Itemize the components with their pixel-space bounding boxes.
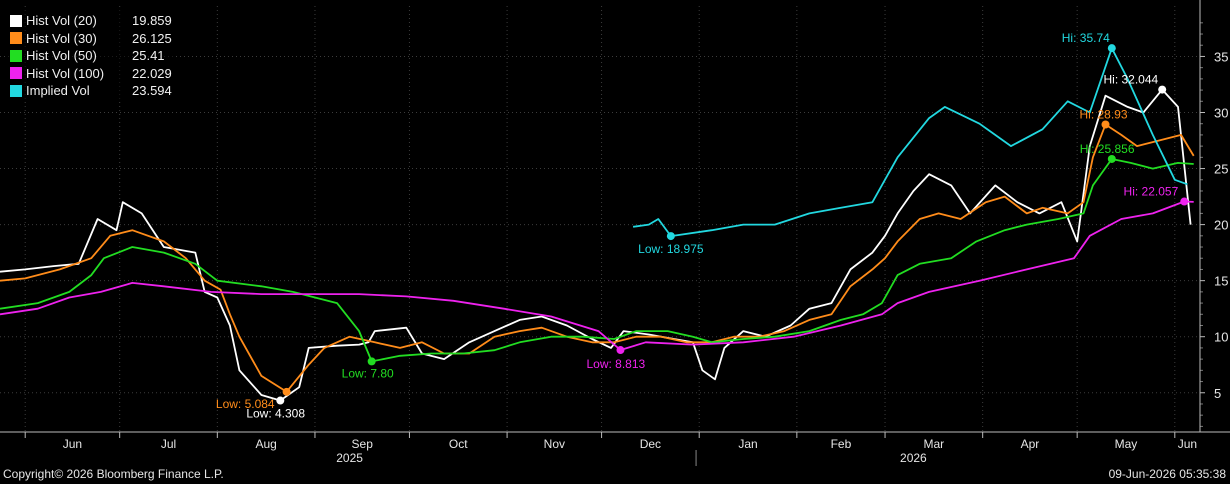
y-tick-label: 10 bbox=[1214, 330, 1228, 345]
x-tick-label: Feb bbox=[831, 437, 852, 451]
annotation-dot bbox=[1158, 85, 1167, 94]
x-tick-label: Oct bbox=[449, 437, 468, 451]
y-tick-label: 35 bbox=[1214, 49, 1228, 64]
legend-value: 22.029 bbox=[132, 65, 172, 81]
series-line-1 bbox=[0, 123, 1195, 393]
legend-item: Hist Vol (30) 26.125 bbox=[10, 30, 172, 48]
annotation-dot bbox=[282, 387, 291, 396]
annotation-dot bbox=[616, 346, 625, 355]
annotation-label: Low: 7.80 bbox=[342, 366, 394, 380]
annotation-label: Low: 5.084 bbox=[216, 397, 275, 411]
annotation-label: Low: 18.975 bbox=[638, 242, 704, 256]
annotation-dot bbox=[666, 232, 675, 241]
series-line-4 bbox=[632, 47, 1188, 237]
legend-value: 26.125 bbox=[132, 30, 172, 46]
y-tick-label: 20 bbox=[1214, 218, 1228, 233]
annotation-markers: Hi: 35.74 Hi: 32.044 Hi: 28.93 Hi: 25.856 Hi… bbox=[216, 31, 1189, 421]
annotation-label: Low: 8.813 bbox=[586, 357, 645, 371]
legend-label: Hist Vol (50) bbox=[26, 48, 97, 63]
copyright-text: Copyright© 2026 Bloomberg Finance L.P. bbox=[3, 467, 224, 481]
y-tick-label: 30 bbox=[1214, 106, 1228, 121]
y-tick-label: 15 bbox=[1214, 274, 1228, 289]
x-tick-label: Mar bbox=[924, 437, 945, 451]
legend-swatch bbox=[10, 84, 22, 97]
x-tick-label: Apr bbox=[1021, 437, 1040, 451]
annotation-label: Hi: 22.057 bbox=[1124, 185, 1179, 199]
legend-value: 23.594 bbox=[132, 83, 172, 98]
x-tick-label: Jan bbox=[738, 437, 757, 451]
legend: Hist Vol (20) 19.859 Hist Vol (30) 26.12… bbox=[8, 10, 176, 102]
x-tick-label: Sep bbox=[352, 437, 374, 451]
legend-label: Implied Vol bbox=[26, 83, 90, 98]
legend-item: Hist Vol (50) 25.41 bbox=[10, 47, 172, 65]
legend-value: 25.41 bbox=[132, 48, 165, 63]
legend-item: Hist Vol (100) 22.029 bbox=[10, 65, 172, 83]
annotation-dot bbox=[276, 396, 285, 405]
timestamp-text: 09-Jun-2026 05:35:38 bbox=[1108, 467, 1226, 481]
legend-label: Hist Vol (100) bbox=[26, 65, 105, 81]
series-line-0 bbox=[0, 88, 1192, 402]
x-tick-label: Aug bbox=[255, 437, 276, 451]
y-tick-label: 5 bbox=[1214, 386, 1221, 401]
annotation-dot bbox=[1107, 44, 1116, 53]
annotation-label: Hi: 25.856 bbox=[1080, 142, 1135, 156]
series-lines bbox=[0, 47, 1195, 402]
annotation-dot bbox=[1180, 197, 1189, 206]
x-tick-label: Jun bbox=[1178, 437, 1197, 451]
x-tick-label: Jul bbox=[161, 437, 176, 451]
annotation-dot bbox=[1107, 154, 1116, 163]
legend-item: Implied Vol 23.594 bbox=[10, 82, 172, 100]
annotation-dot bbox=[367, 357, 376, 366]
annotation-label: Low: 4.308 bbox=[246, 407, 305, 421]
annotation-label: Hi: 32.044 bbox=[1104, 73, 1159, 87]
y-tick-label: 25 bbox=[1214, 162, 1228, 177]
x-tick-label: May bbox=[1115, 437, 1138, 451]
legend-swatch bbox=[10, 49, 22, 62]
legend-label: Hist Vol (30) bbox=[26, 30, 97, 46]
legend-swatch bbox=[10, 67, 22, 80]
annotation-label: Hi: 28.93 bbox=[1080, 107, 1128, 121]
x-tick-label: Dec bbox=[640, 437, 661, 451]
x-tick-label: Nov bbox=[544, 437, 565, 451]
legend-value: 19.859 bbox=[132, 13, 172, 28]
annotation-label: Hi: 35.74 bbox=[1062, 31, 1110, 45]
x-tick-label: Jun bbox=[63, 437, 82, 451]
legend-swatch bbox=[10, 14, 22, 27]
legend-item: Hist Vol (20) 19.859 bbox=[10, 12, 172, 30]
year-label: 2026 bbox=[900, 451, 927, 465]
year-label: 2025 bbox=[336, 451, 363, 465]
legend-label: Hist Vol (20) bbox=[26, 13, 97, 28]
series-line-2 bbox=[0, 158, 1194, 363]
annotation-dot bbox=[1101, 120, 1110, 129]
series-line-3 bbox=[0, 200, 1194, 351]
legend-swatch bbox=[10, 32, 22, 45]
grid-lines bbox=[0, 6, 1200, 432]
